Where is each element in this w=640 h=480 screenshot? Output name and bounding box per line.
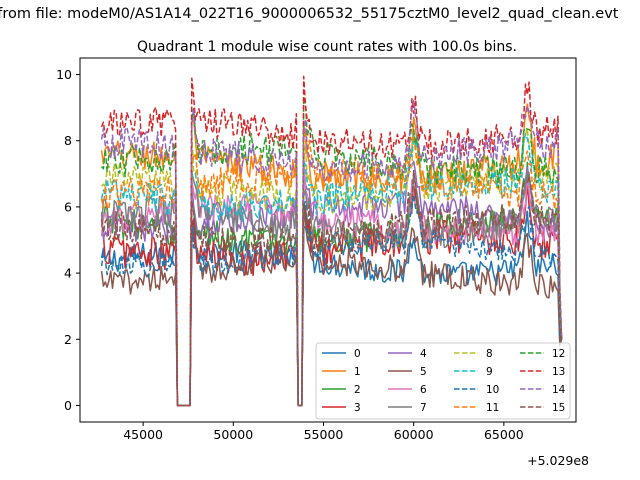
legend-label-12: 12	[552, 348, 565, 360]
legend-label-13: 13	[552, 366, 565, 378]
series-line-15	[100, 169, 563, 407]
legend-label-6: 6	[420, 384, 427, 396]
legend-label-0: 0	[354, 348, 361, 360]
legend-label-9: 9	[486, 366, 493, 378]
x-axis: 45000 50000 55000 60000 65000	[123, 422, 524, 442]
x-tick-label: 55000	[304, 427, 344, 442]
legend-box	[315, 342, 571, 420]
y-tick-label: 6	[64, 199, 72, 214]
legend-label-2: 2	[354, 384, 361, 396]
legend-label-15: 15	[552, 402, 565, 414]
y-tick-label: 0	[64, 398, 72, 413]
y-tick-label: 4	[64, 266, 72, 281]
series-lines	[100, 75, 563, 407]
plot-area-frame	[79, 57, 577, 423]
legend-label-8: 8	[486, 348, 493, 360]
figure-suptitle: Data from file: modeM0/AS1A14_022T16_900…	[0, 6, 619, 22]
legend-label-1: 1	[354, 366, 361, 378]
chart-title: Quadrant 1 module wise count rates with …	[137, 39, 517, 55]
legend-label-4: 4	[420, 348, 427, 360]
legend-label-10: 10	[486, 384, 499, 396]
y-tick-label: 8	[64, 133, 72, 148]
x-tick-label: 50000	[213, 427, 253, 442]
y-tick-label: 2	[64, 332, 72, 347]
x-tick-label: 45000	[123, 427, 163, 442]
legend-label-7: 7	[420, 402, 427, 414]
legend-label-11: 11	[486, 402, 499, 414]
x-tick-label: 60000	[394, 427, 434, 442]
legend-label-5: 5	[420, 366, 427, 378]
x-axis-offset-label: +5.029e8	[527, 453, 589, 468]
legend-label-3: 3	[354, 402, 361, 414]
series-line-14	[100, 99, 563, 407]
legend-label-14: 14	[552, 384, 566, 396]
x-tick-label: 65000	[484, 427, 524, 442]
y-axis: 0 2 4 6 8 10	[56, 67, 80, 413]
y-tick-label: 10	[56, 67, 72, 82]
